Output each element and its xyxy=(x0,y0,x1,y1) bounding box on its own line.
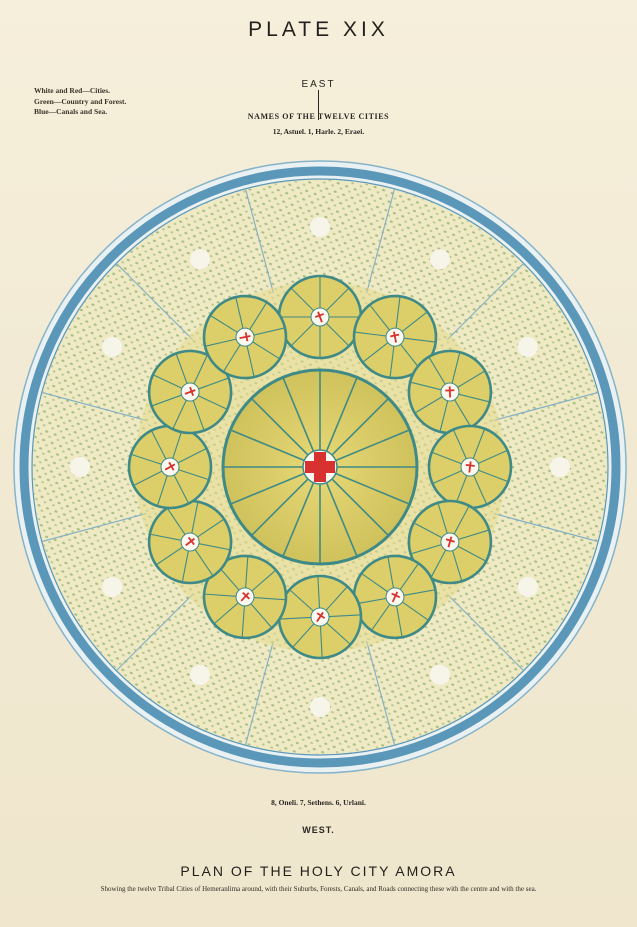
forest-clearings xyxy=(70,217,570,717)
central-road xyxy=(231,429,305,462)
forest-road xyxy=(446,262,525,341)
central-road xyxy=(331,478,389,536)
forest-clearing xyxy=(430,664,450,685)
tribal-city xyxy=(427,424,513,510)
legend-item-cities: White and Red—Cities. xyxy=(34,86,111,95)
forest-road xyxy=(41,391,147,421)
plate-title: PLATE XIX xyxy=(248,18,389,41)
west-city-names: 8, Oneli. 7, Sethens. 6, Urlani. xyxy=(271,798,366,807)
central-road xyxy=(231,472,305,505)
forest-road xyxy=(446,593,525,672)
central-road xyxy=(251,398,309,456)
city-cross-icon xyxy=(164,461,176,471)
map-subcaption: Showing the twelve Tribal Cities of Heme… xyxy=(100,885,537,893)
city-cross-icon xyxy=(465,461,475,473)
tribal-city xyxy=(352,294,438,380)
forest-road xyxy=(115,262,194,341)
city-cross-icon xyxy=(184,386,196,396)
forest-road xyxy=(493,513,599,543)
city-cross-icon xyxy=(316,611,326,623)
forest-clearing xyxy=(517,577,538,597)
tribal-city xyxy=(127,424,213,510)
city-cross-icon xyxy=(314,311,324,323)
central-road xyxy=(331,398,389,456)
forest-clearing xyxy=(430,249,450,270)
city-names-header: NAMES OF THE TWELVE CITIES xyxy=(247,112,390,121)
forest-clearing xyxy=(70,457,90,477)
forest-clearing xyxy=(102,337,123,357)
tribal-city xyxy=(407,499,493,585)
tribal-city xyxy=(202,554,288,640)
sea-canal xyxy=(19,166,621,768)
central-road xyxy=(282,378,315,452)
forest-clearing xyxy=(550,457,570,477)
legend-item-country: Green—Country and Forest. xyxy=(34,96,127,106)
map-caption: PLAN OF THE HOLY CITY AMORA xyxy=(180,863,457,879)
central-road xyxy=(335,472,409,505)
map-legend: White and Red—Cities. Green—Country and … xyxy=(34,86,126,118)
tribal-city xyxy=(407,349,493,435)
forest-clearing xyxy=(102,577,123,597)
forest-road xyxy=(244,640,274,746)
forest-road xyxy=(366,188,396,294)
west-label: WEST. xyxy=(302,825,335,835)
east-city-names: 12, Astuel. 1, Harle. 2, Eraei. xyxy=(272,127,365,136)
city-cross-icon xyxy=(445,536,455,548)
forest-clearing xyxy=(310,697,330,717)
city-cross-icon xyxy=(185,536,195,547)
central-road xyxy=(251,478,309,536)
radial-roads xyxy=(41,188,599,746)
forest-road xyxy=(493,391,599,421)
tribal-city xyxy=(277,574,363,660)
city-cross-icon xyxy=(391,591,401,603)
forest-road xyxy=(115,593,194,672)
tribal-city xyxy=(147,499,233,585)
central-road xyxy=(335,429,409,462)
central-road xyxy=(325,378,358,452)
city-cross-icon xyxy=(390,331,400,343)
tribal-city xyxy=(352,554,438,640)
tribal-city xyxy=(277,274,363,360)
forest-clearing xyxy=(190,249,210,270)
tribal-city xyxy=(202,294,288,380)
forest-road xyxy=(366,640,396,746)
forest-clearing xyxy=(310,217,330,237)
central-city-roads xyxy=(224,371,416,563)
central-road xyxy=(325,482,358,556)
central-road xyxy=(282,482,315,556)
north-arrow-icon xyxy=(318,90,319,120)
city-cross-icon xyxy=(239,332,251,342)
tribal-cities xyxy=(127,274,513,660)
forest-road xyxy=(244,188,274,294)
city-cross-icon xyxy=(240,592,250,602)
forest-road xyxy=(41,513,147,543)
forest-clearing xyxy=(190,664,210,685)
city-cross-icon xyxy=(445,386,455,398)
tribal-city xyxy=(147,349,233,435)
central-cross-icon xyxy=(305,452,335,482)
east-label: EAST xyxy=(301,79,336,90)
forest-clearing xyxy=(517,337,538,357)
legend-item-canals: Blue—Canals and Sea. xyxy=(34,107,108,116)
